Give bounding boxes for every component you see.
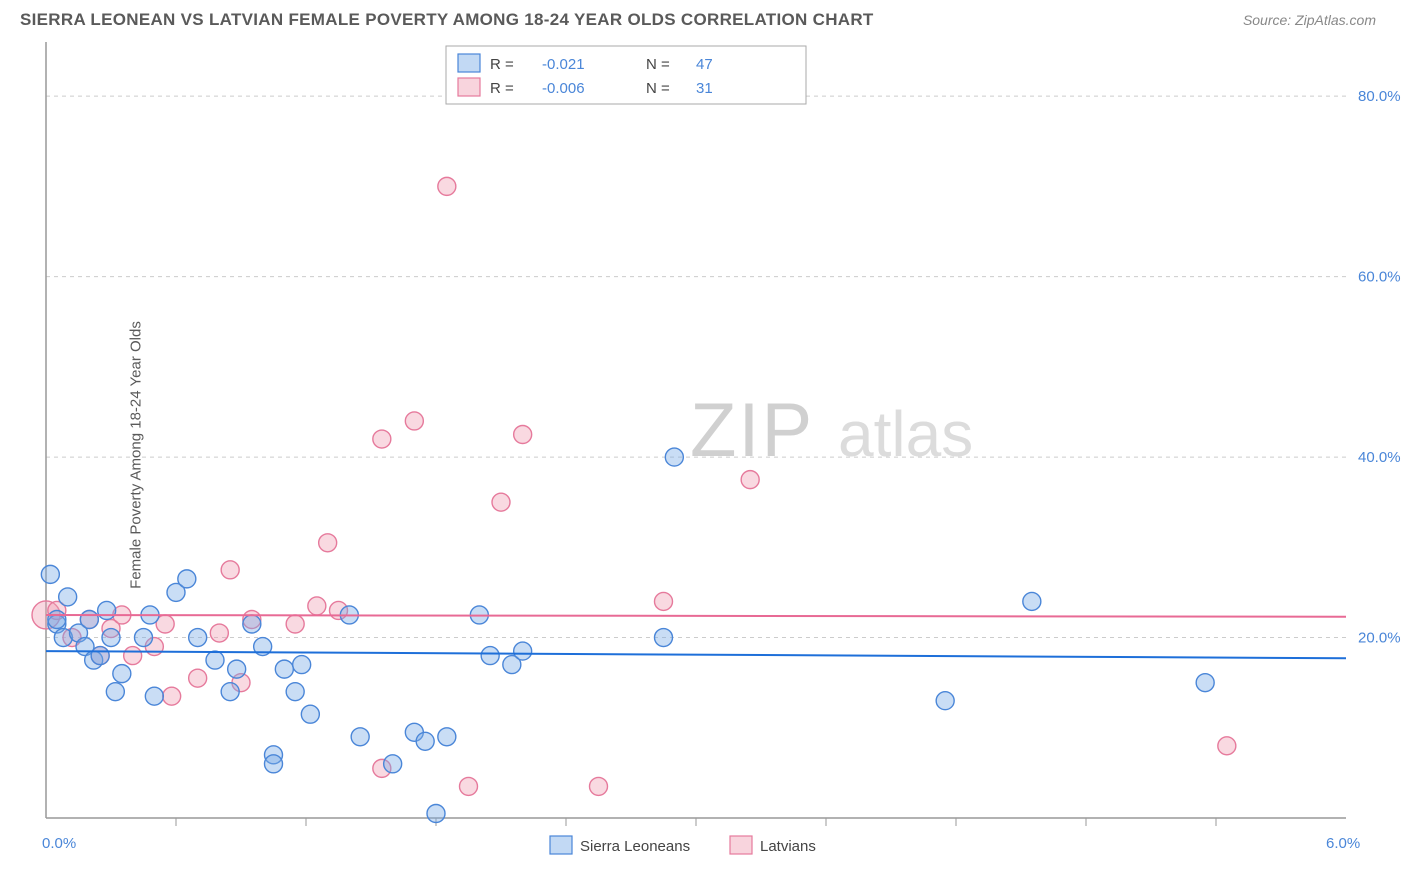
- data-point-latvian: [210, 624, 228, 642]
- legend-label-sierra: Sierra Leoneans: [580, 838, 690, 855]
- data-point-sierra: [178, 570, 196, 588]
- legend-n-label: N =: [646, 80, 670, 97]
- y-tick-label: 60.0%: [1358, 269, 1401, 286]
- data-point-latvian: [405, 412, 423, 430]
- data-point-latvian: [460, 777, 478, 795]
- data-point-sierra: [113, 665, 131, 683]
- data-point-sierra: [91, 647, 109, 665]
- data-point-latvian: [1218, 737, 1236, 755]
- data-point-sierra: [145, 687, 163, 705]
- legend-n-value-latvian: 31: [696, 80, 713, 97]
- data-point-latvian: [124, 647, 142, 665]
- data-point-latvian: [590, 777, 608, 795]
- data-point-sierra: [514, 642, 532, 660]
- legend-swatch-blue-icon: [550, 836, 572, 854]
- legend-label-latvian: Latvians: [760, 838, 816, 855]
- data-point-latvian: [373, 430, 391, 448]
- y-axis-label: Female Poverty Among 18-24 Year Olds: [127, 321, 144, 589]
- data-point-latvian: [492, 493, 510, 511]
- data-point-latvian: [514, 426, 532, 444]
- data-point-sierra: [351, 728, 369, 746]
- data-point-sierra: [665, 448, 683, 466]
- data-point-latvian: [221, 561, 239, 579]
- data-point-sierra: [384, 755, 402, 773]
- data-point-sierra: [48, 610, 66, 628]
- data-point-sierra: [936, 692, 954, 710]
- data-point-latvian: [163, 687, 181, 705]
- legend-r-value-latvian: -0.006: [542, 80, 585, 97]
- data-point-sierra: [1023, 592, 1041, 610]
- data-point-sierra: [265, 755, 283, 773]
- data-point-sierra: [286, 683, 304, 701]
- legend-r-value-sierra: -0.021: [542, 56, 585, 73]
- y-tick-label: 20.0%: [1358, 630, 1401, 647]
- data-point-sierra: [59, 588, 77, 606]
- chart-area: Female Poverty Among 18-24 Year Olds 20.…: [0, 36, 1406, 874]
- legend-n-value-sierra: 47: [696, 56, 713, 73]
- data-point-latvian: [189, 669, 207, 687]
- source-label: Source: ZipAtlas.com: [1243, 12, 1376, 28]
- legend-n-label: N =: [646, 56, 670, 73]
- data-point-sierra: [98, 601, 116, 619]
- x-tick-label: 6.0%: [1326, 835, 1360, 852]
- data-point-latvian: [308, 597, 326, 615]
- data-point-latvian: [741, 471, 759, 489]
- data-point-latvian: [286, 615, 304, 633]
- data-point-sierra: [80, 610, 98, 628]
- chart-title: SIERRA LEONEAN VS LATVIAN FEMALE POVERTY…: [20, 10, 874, 30]
- scatter-plot: 20.0% 40.0% 60.0% 80.0% 0.0% 6.0% ZIP atlas R = -…: [0, 36, 1406, 874]
- y-tick-label: 80.0%: [1358, 88, 1401, 105]
- x-tick-label: 0.0%: [42, 835, 76, 852]
- data-point-sierra: [427, 804, 445, 822]
- data-point-sierra: [189, 629, 207, 647]
- data-point-sierra: [135, 629, 153, 647]
- y-tick-label: 40.0%: [1358, 449, 1401, 466]
- data-point-sierra: [1196, 674, 1214, 692]
- data-point-latvian: [655, 592, 673, 610]
- legend-r-label: R =: [490, 80, 514, 97]
- data-point-sierra: [106, 683, 124, 701]
- trend-line-sierra: [46, 651, 1346, 658]
- data-point-sierra: [438, 728, 456, 746]
- data-point-latvian: [319, 534, 337, 552]
- data-point-sierra: [416, 732, 434, 750]
- data-point-sierra: [301, 705, 319, 723]
- data-point-sierra: [275, 660, 293, 678]
- data-point-sierra: [221, 683, 239, 701]
- data-point-latvian: [438, 177, 456, 195]
- data-point-sierra: [206, 651, 224, 669]
- legend-swatch-blue-icon: [458, 54, 480, 72]
- trend-line-latvian: [46, 615, 1346, 617]
- data-point-sierra: [293, 656, 311, 674]
- watermark-zip: ZIP: [690, 388, 814, 473]
- data-point-sierra: [243, 615, 261, 633]
- legend-swatch-pink-icon: [730, 836, 752, 854]
- data-point-sierra: [655, 629, 673, 647]
- legend-swatch-pink-icon: [458, 78, 480, 96]
- data-point-sierra: [41, 565, 59, 583]
- watermark-atlas: atlas: [838, 398, 973, 470]
- data-point-sierra: [102, 629, 120, 647]
- legend-r-label: R =: [490, 56, 514, 73]
- data-point-sierra: [228, 660, 246, 678]
- data-point-sierra: [481, 647, 499, 665]
